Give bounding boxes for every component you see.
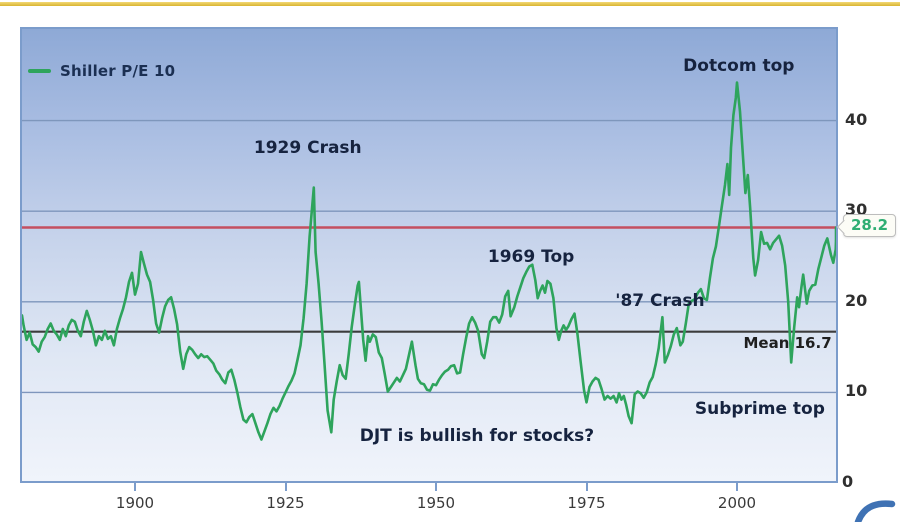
x-axis-label-1950: 1950 [416, 494, 456, 512]
y-axis-label-10: 10 [845, 381, 868, 401]
x-axis-tick-1975 [585, 483, 588, 491]
annotation-1969-top: 1969 Top [487, 247, 575, 268]
annotation-subprime-top: Subprime top [694, 398, 825, 419]
annotation-dotcom-top: Dotcom top [683, 56, 795, 77]
x-axis-tick-1925 [284, 483, 287, 491]
legend: Shiller P/E 10 [28, 62, 175, 80]
y-axis-label-40: 40 [845, 109, 868, 129]
logo-swoosh-icon [854, 500, 896, 522]
y-axis-label-0: 0 [842, 472, 854, 491]
series-line-shiller-pe [22, 81, 836, 441]
current-value-label: 28.2 [851, 216, 889, 234]
x-axis-tick-2000 [736, 483, 738, 491]
x-axis-label-1925: 1925 [266, 494, 305, 512]
x-axis-label-1975: 1975 [567, 494, 606, 512]
plot-area [20, 27, 838, 483]
top-accent-rule [0, 2, 900, 6]
legend-label: Shiller P/E 10 [60, 62, 176, 80]
legend-line-swatch [28, 69, 51, 73]
x-axis-label-2000: 2000 [717, 494, 757, 512]
x-axis-tick-1950 [435, 483, 437, 491]
annotation-87-crash: '87 Crash [615, 290, 705, 311]
annotation-mean-label: Mean 16.7 [743, 334, 832, 353]
x-axis-label-1900: 1900 [115, 494, 155, 512]
x-axis-tick-1900 [134, 483, 136, 491]
current-value-callout: 28.2 [836, 214, 897, 237]
y-axis-label-20: 20 [845, 290, 868, 310]
annotation-1929-crash: 1929 Crash [253, 137, 362, 158]
annotation-djt-question: DJT is bullish for stocks? [359, 425, 595, 446]
shiller-pe-chart [22, 81, 836, 441]
callout-arrow-icon [836, 219, 852, 235]
